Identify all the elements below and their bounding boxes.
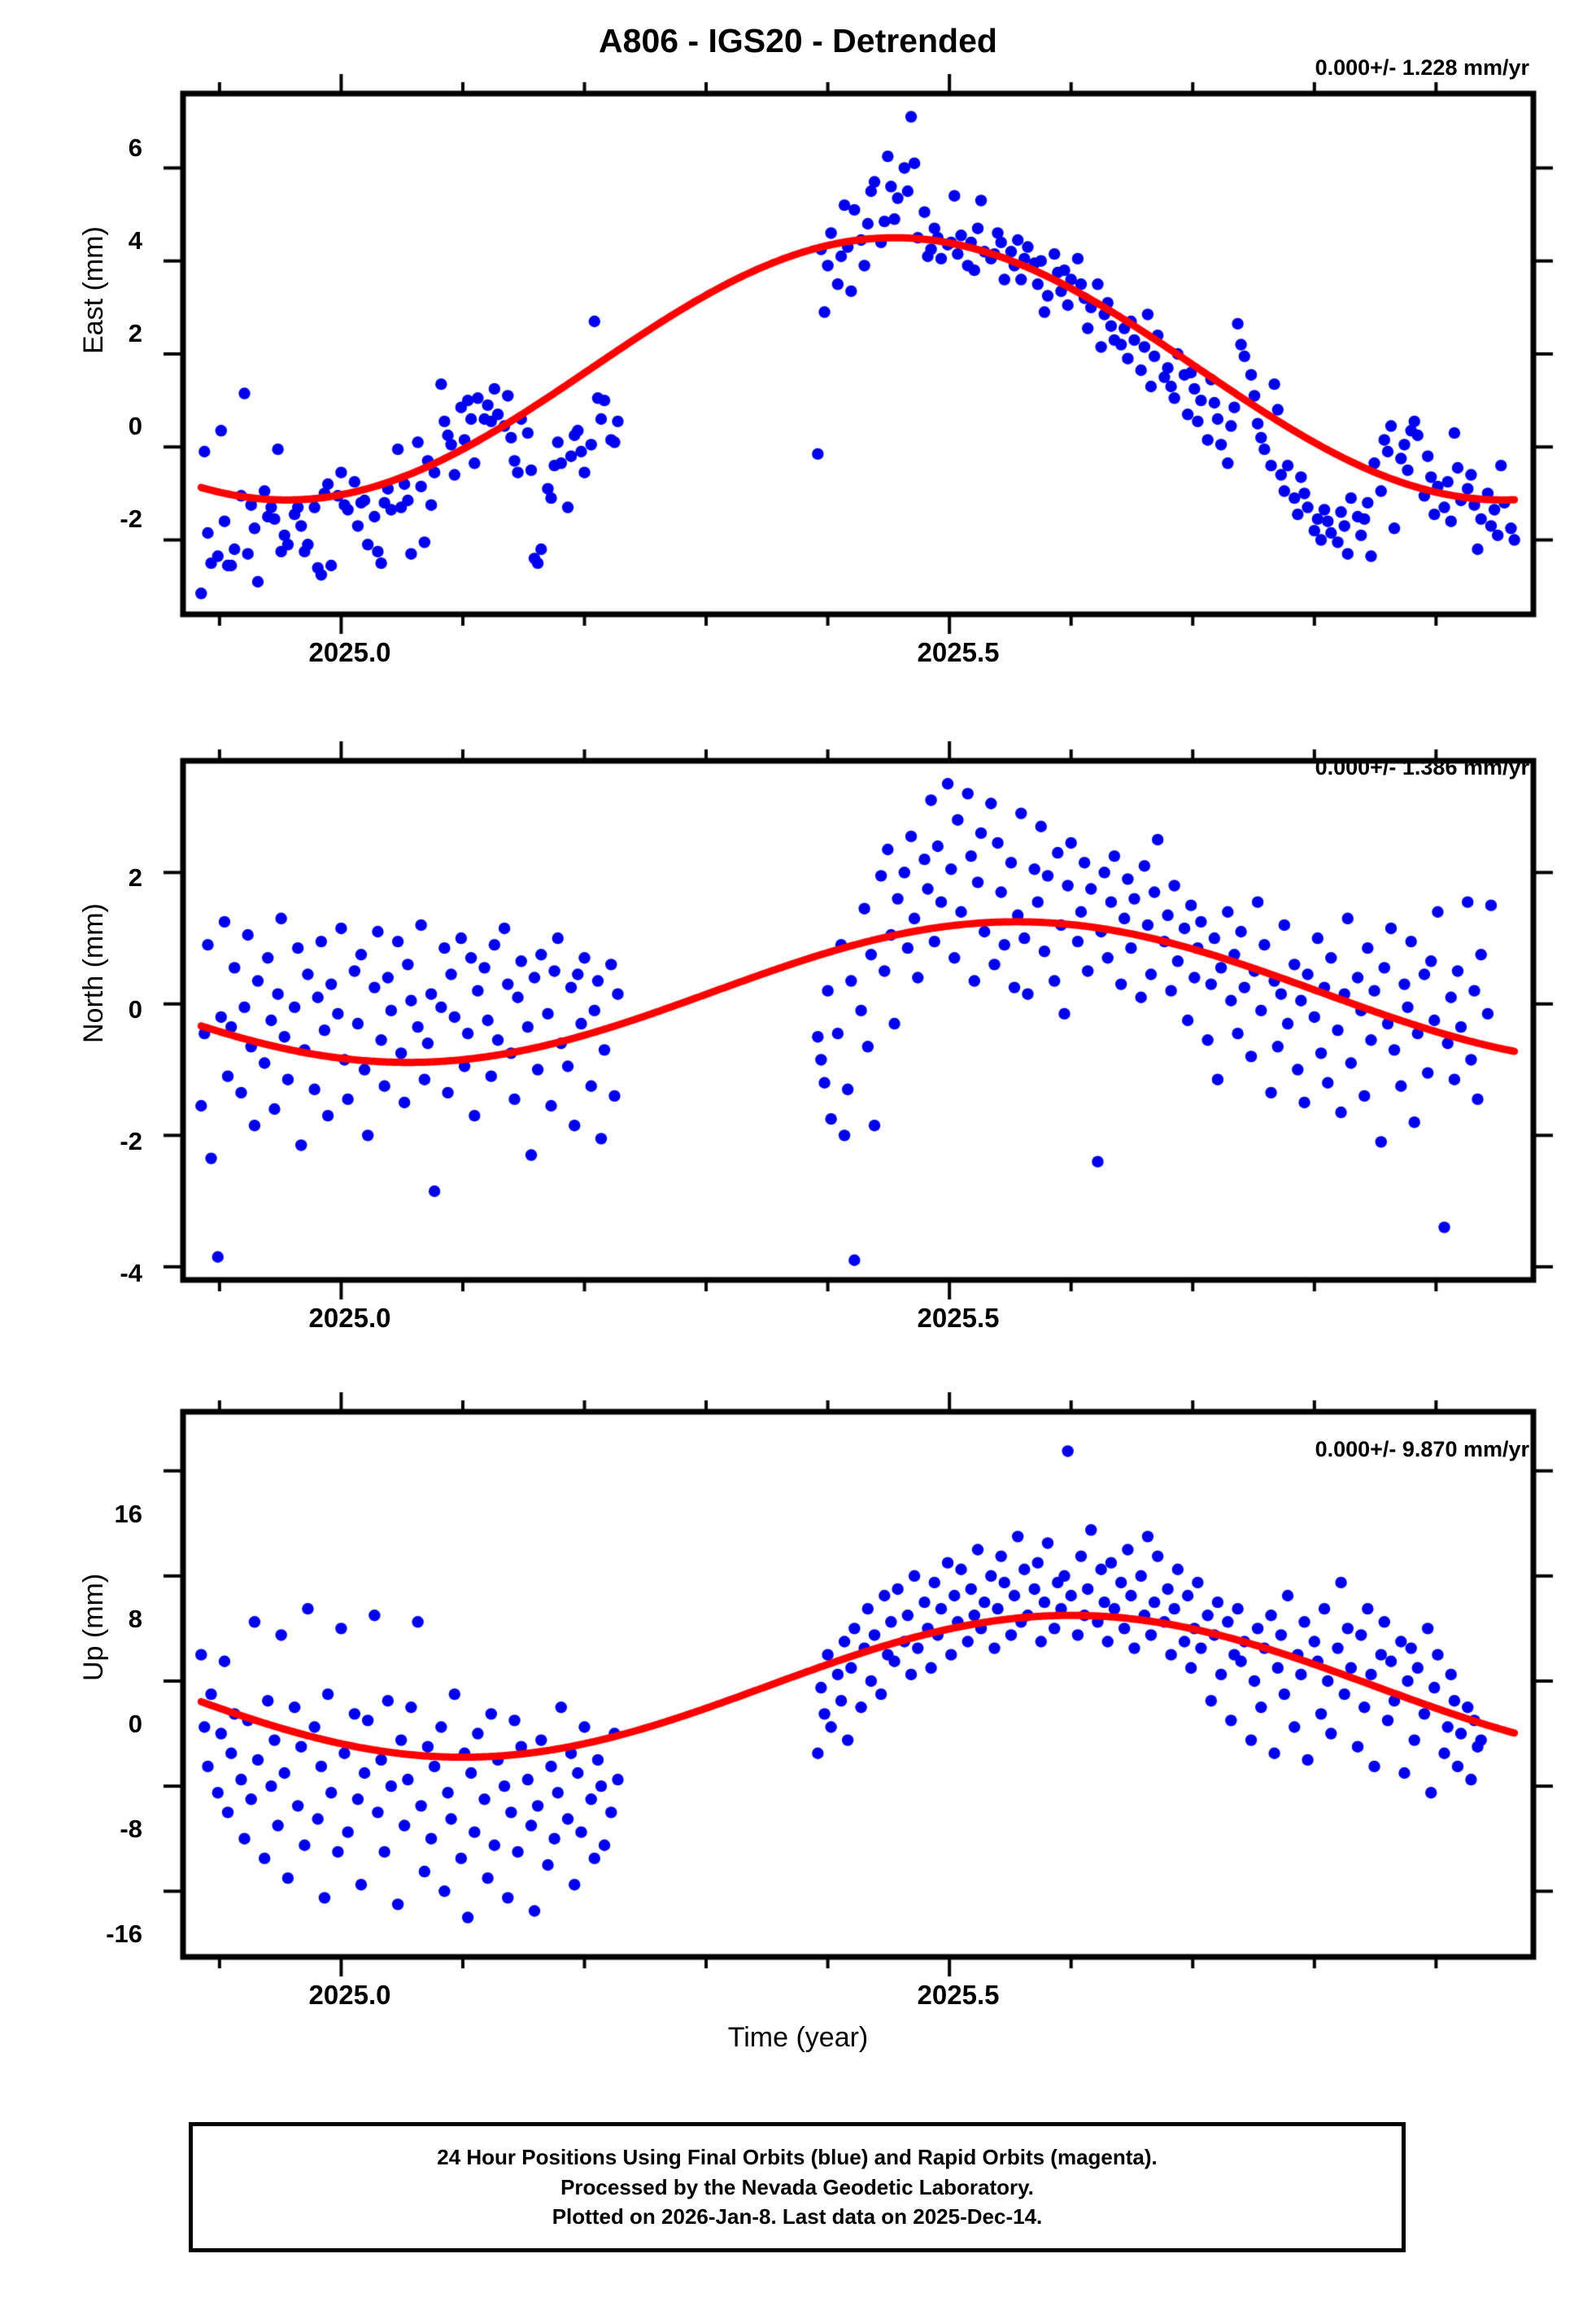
footer-caption-box: 24 Hour Positions Using Final Orbits (bl… — [189, 2122, 1406, 2252]
footer-line-2: Processed by the Nevada Geodetic Laborat… — [560, 2174, 1034, 2199]
up-ytick-label: 0 — [128, 1710, 142, 1738]
up-rate-annotation: 0.000+/- 9.870 mm/yr — [1315, 1437, 1529, 1461]
north-ytick-label: 0 — [128, 995, 142, 1024]
page-title: A806 - IGS20 - Detrended — [599, 22, 997, 59]
up-ytick-label: -16 — [106, 1919, 142, 1948]
east-xtick-label: 2025.5 — [917, 637, 1000, 667]
east-ytick-label: 4 — [128, 226, 142, 255]
footer-line-3: Plotted on 2026-Jan-8. Last data on 2025… — [552, 2204, 1043, 2230]
up-ytick-label: 16 — [114, 1500, 142, 1528]
east-ytick-label: -2 — [120, 504, 142, 533]
north-ytick-label: 2 — [128, 863, 142, 892]
up-xtick-label: 2025.0 — [308, 1980, 391, 2010]
up-xtick-label: 2025.5 — [917, 1980, 1000, 2010]
north-rate-annotation: 0.000+/- 1.386 mm/yr — [1315, 755, 1529, 780]
east-ytick-label: 6 — [128, 133, 142, 162]
north-axis-title: North (mm) — [78, 903, 109, 1043]
east-ytick-label: 2 — [128, 319, 142, 347]
up-ytick-label: 8 — [128, 1605, 142, 1633]
north-ytick-label: -2 — [120, 1127, 142, 1155]
north-xtick-label: 2025.5 — [917, 1303, 1000, 1333]
x-axis-title: Time (year) — [727, 2022, 869, 2053]
north-ytick-label: -4 — [120, 1259, 142, 1287]
north-xtick-label: 2025.0 — [308, 1303, 391, 1333]
east-ytick-label: 0 — [128, 412, 142, 440]
east-xtick-label: 2025.0 — [308, 637, 391, 667]
footer-line-1: 24 Hour Positions Using Final Orbits (bl… — [437, 2144, 1158, 2169]
east-rate-annotation: 0.000+/- 1.228 mm/yr — [1315, 55, 1529, 80]
up-ytick-label: -8 — [120, 1815, 142, 1843]
